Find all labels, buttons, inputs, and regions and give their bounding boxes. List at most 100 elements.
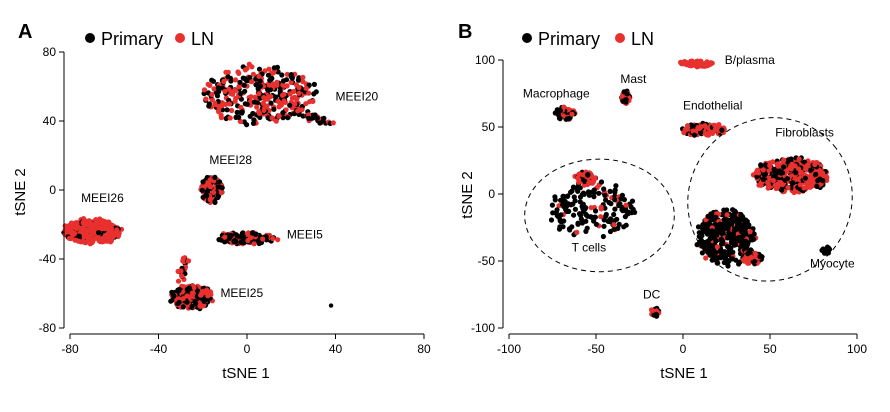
point-ln xyxy=(232,88,239,94)
cluster-label: Mast xyxy=(620,72,647,86)
point-primary xyxy=(242,88,248,94)
point-primary xyxy=(611,211,617,218)
point-primary xyxy=(612,197,618,203)
axes-a: -80 -40 0 40 80 -80 -40 0 40 80 xyxy=(39,45,431,356)
point-ln xyxy=(576,177,582,183)
point-primary xyxy=(562,198,568,205)
point-ln xyxy=(185,258,192,264)
point-ln xyxy=(611,222,617,228)
point-primary xyxy=(601,223,607,229)
point-ln xyxy=(796,177,803,183)
point-primary xyxy=(228,78,234,84)
point-ln xyxy=(250,71,256,77)
cluster-label: MEEI25 xyxy=(220,286,263,300)
point-primary xyxy=(596,190,602,196)
point-primary xyxy=(217,179,223,185)
point-primary xyxy=(560,193,566,199)
x-tick-label-b: 0 xyxy=(680,342,687,356)
point-ln xyxy=(770,177,777,184)
point-primary xyxy=(214,93,221,99)
point-ln xyxy=(256,110,262,116)
point-ln xyxy=(820,170,826,176)
point-ln xyxy=(791,189,797,196)
point-ln xyxy=(211,86,217,92)
point-primary xyxy=(820,178,826,184)
point-primary xyxy=(704,248,710,254)
x-tick-label-a: -40 xyxy=(150,342,168,356)
axes-b: -100 -50 0 50 100 -100 -50 0 50 100 xyxy=(471,53,867,356)
point-ln xyxy=(796,166,802,172)
point-primary xyxy=(548,217,555,223)
point-primary xyxy=(608,216,614,222)
point-primary xyxy=(564,193,571,199)
cluster-dc xyxy=(648,305,662,319)
point-primary xyxy=(728,245,734,251)
point-ln xyxy=(701,63,708,69)
point-primary xyxy=(741,241,748,247)
point-primary xyxy=(212,199,218,205)
point-ln xyxy=(276,104,282,110)
point-primary xyxy=(730,231,736,237)
point-primary xyxy=(570,184,577,190)
cluster-label: Endothelial xyxy=(683,99,742,113)
point-ln xyxy=(276,113,282,119)
point-ln xyxy=(261,95,267,101)
point-ln xyxy=(180,296,186,302)
y-axis-title-a: tSNE 2 xyxy=(12,168,29,216)
point-primary xyxy=(321,115,327,121)
point-primary xyxy=(280,78,287,84)
point-primary xyxy=(602,192,608,198)
point-ln xyxy=(648,307,655,313)
point-primary xyxy=(593,208,599,214)
point-primary xyxy=(237,79,243,85)
point-ln xyxy=(587,179,594,185)
legend-b-ln-label: LN xyxy=(631,29,654,49)
point-primary xyxy=(779,187,785,193)
point-primary xyxy=(730,235,736,241)
point-ln xyxy=(772,182,778,188)
point-primary xyxy=(607,188,613,194)
point-primary xyxy=(699,250,706,256)
point-ln xyxy=(68,235,74,241)
point-ln xyxy=(228,91,234,97)
point-primary xyxy=(719,127,725,133)
point-ln xyxy=(236,84,242,90)
point-ln xyxy=(724,212,730,218)
point-primary xyxy=(608,201,614,207)
point-ln xyxy=(812,161,818,168)
point-primary xyxy=(580,203,586,209)
point-ln xyxy=(106,232,112,238)
point-primary xyxy=(571,212,577,218)
point-ln xyxy=(81,239,87,245)
point-primary xyxy=(236,114,242,120)
point-primary xyxy=(622,214,629,220)
point-primary xyxy=(760,176,767,182)
point-primary xyxy=(712,221,718,227)
point-primary xyxy=(239,109,245,115)
point-primary xyxy=(618,196,624,202)
cluster-t-cells xyxy=(548,179,638,240)
y-tick-label-a: 0 xyxy=(49,183,56,197)
point-ln xyxy=(256,91,262,97)
point-primary xyxy=(723,252,729,258)
y-axis-title-b: tSNE 2 xyxy=(459,171,476,219)
cluster-meei26 xyxy=(61,216,125,247)
point-primary xyxy=(251,99,258,105)
point-primary xyxy=(227,233,233,239)
point-primary xyxy=(822,249,828,255)
point-primary xyxy=(265,72,272,78)
panel-a: A Primary LN tSNE 1 tSNE 2 MEEI20MEEI28M… xyxy=(12,21,431,382)
cluster-meei28 xyxy=(198,174,225,205)
point-ln xyxy=(212,100,218,106)
point-primary xyxy=(557,217,563,223)
cluster-myocyte xyxy=(819,244,833,256)
point-ln xyxy=(680,60,686,66)
point-ln xyxy=(254,104,260,110)
point-ln xyxy=(300,79,306,85)
point-ln xyxy=(797,182,803,188)
point-primary xyxy=(734,216,740,222)
point-primary xyxy=(300,113,306,119)
point-primary xyxy=(193,300,199,306)
cluster-label: Fibroblasts xyxy=(775,125,834,139)
point-primary xyxy=(186,285,193,291)
